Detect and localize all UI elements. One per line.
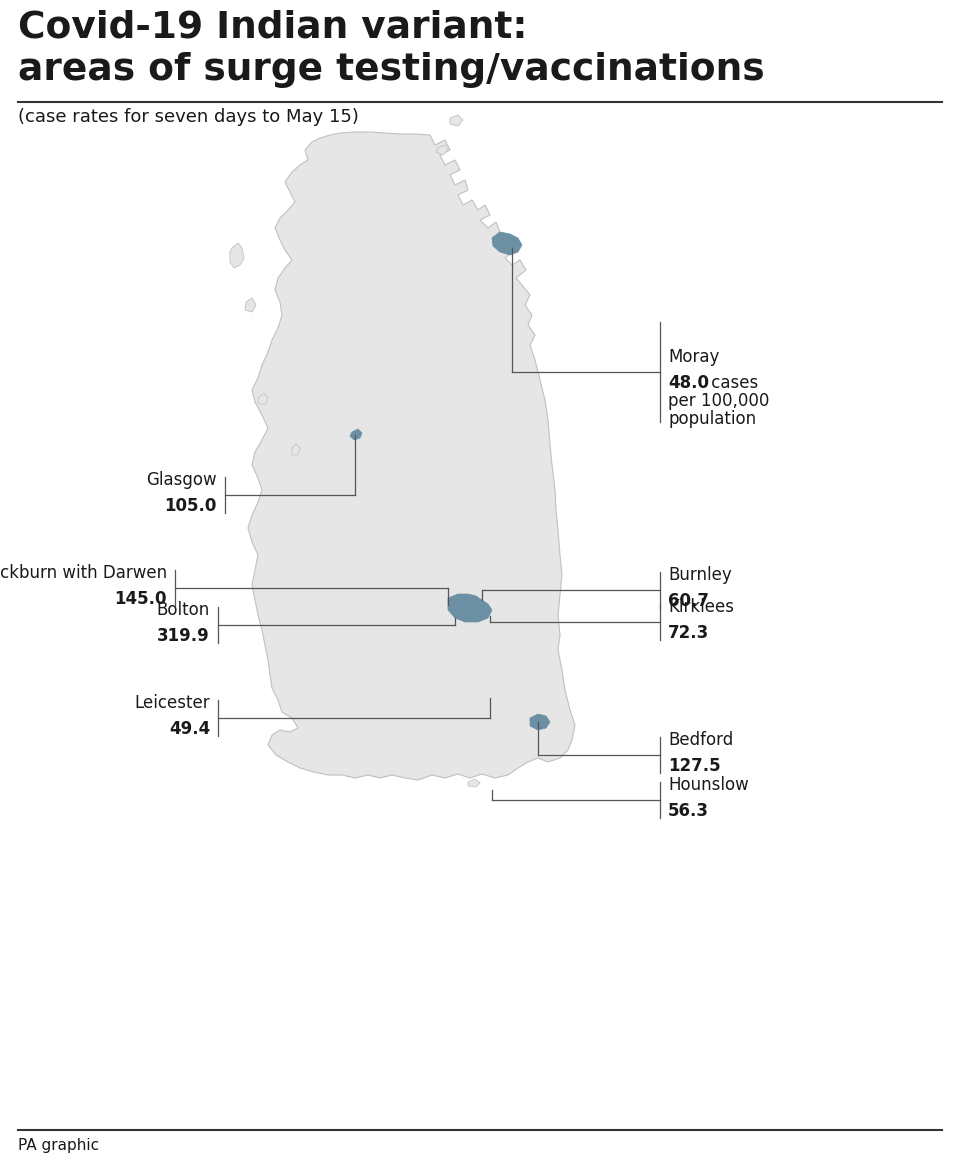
Text: population: population [668,411,756,428]
Polygon shape [350,429,362,440]
Text: 72.3: 72.3 [668,625,709,642]
Text: 48.0: 48.0 [668,374,709,392]
Text: Glasgow: Glasgow [146,471,217,488]
Text: (case rates for seven days to May 15): (case rates for seven days to May 15) [18,108,359,126]
Text: Hounslow: Hounslow [668,776,749,794]
Text: areas of surge testing/vaccinations: areas of surge testing/vaccinations [18,52,764,88]
Text: PA graphic: PA graphic [18,1139,99,1153]
Text: Leicester: Leicester [134,694,210,712]
Text: cases: cases [706,374,758,392]
Polygon shape [492,231,522,255]
Polygon shape [468,779,480,787]
Text: Bedford: Bedford [668,732,733,749]
Text: per 100,000: per 100,000 [668,392,769,411]
Polygon shape [230,243,244,267]
Text: 145.0: 145.0 [114,590,167,608]
Polygon shape [450,115,463,126]
Text: 56.3: 56.3 [668,802,709,820]
Text: Burnley: Burnley [668,566,732,584]
Text: Covid-19 Indian variant:: Covid-19 Indian variant: [18,10,527,47]
Text: 60.7: 60.7 [668,592,709,611]
Polygon shape [292,444,300,455]
Text: 105.0: 105.0 [164,497,217,515]
Polygon shape [530,714,550,730]
Polygon shape [436,145,448,155]
Text: 127.5: 127.5 [668,757,721,775]
Polygon shape [245,298,256,312]
Text: Kirklees: Kirklees [668,598,734,616]
Polygon shape [248,131,575,780]
Text: Bolton: Bolton [156,601,210,619]
Text: Blackburn with Darwen: Blackburn with Darwen [0,564,167,582]
Text: 319.9: 319.9 [157,627,210,645]
Polygon shape [258,393,268,405]
Polygon shape [448,594,492,622]
Text: Moray: Moray [668,348,719,366]
Text: 49.4: 49.4 [169,720,210,739]
